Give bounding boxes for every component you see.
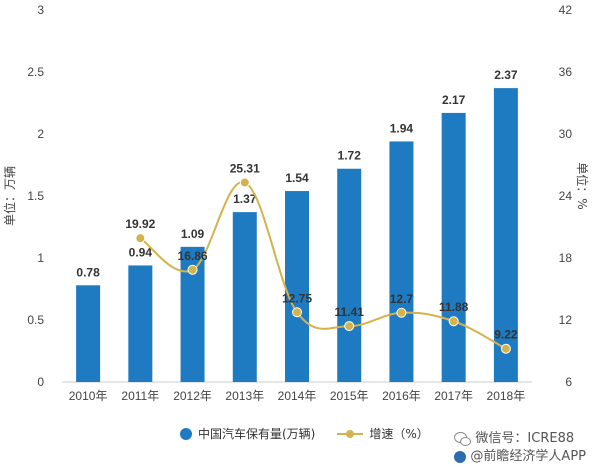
growth-point [396,307,407,318]
bar-data-label: 0.94 [129,245,153,259]
app-logo-icon [454,451,467,463]
y2-tick-label: 18 [559,251,573,265]
growth-point [292,307,302,318]
growth-point [344,321,355,332]
y2-tick-label: 24 [559,189,573,203]
bar [128,265,153,382]
legend-line-swatch [337,428,364,440]
y2-tick-label: 6 [565,375,572,389]
growth-point [448,316,459,327]
growth-data-label: 12.75 [282,291,312,305]
y-tick-label: 2.5 [27,65,44,79]
wechat-id: 微信号：ICRE88 [475,431,575,446]
y-tick-label: 0 [37,375,44,389]
bar [337,168,362,382]
bar-data-label: 1.09 [181,227,205,241]
app-row: @前瞻经济学人APP [454,448,586,466]
bar [285,191,309,382]
x-tick-label: 2010年 [69,389,108,403]
growth-data-label: 11.88 [439,300,469,314]
growth-data-label: 16.86 [178,249,208,263]
y2-axis-title: 单位：% [575,162,590,209]
growth-point [239,177,250,188]
bar-data-label: 0.78 [76,265,100,279]
growth-data-label: 19.92 [125,217,155,231]
y2-tick-label: 36 [559,65,573,79]
y-tick-label: 2 [37,127,44,141]
bar [441,112,466,383]
y2-tick-label: 42 [559,3,573,17]
growth-point [187,264,198,275]
growth-point [135,233,146,244]
legend-bar-label: 中国汽车保有量(万辆) [198,427,316,441]
bar-data-label: 2.37 [494,68,518,82]
y2-tick-label: 12 [559,313,573,327]
bar-data-label: 1.72 [338,149,362,163]
x-tick-label: 2012年 [173,389,212,403]
x-tick-label: 2014年 [278,389,317,403]
x-tick-label: 2011年 [121,389,159,403]
bar [76,285,101,382]
wechat-row: 微信号：ICRE88 [454,430,586,448]
legend-line-label: 增速（%） [369,427,429,441]
x-tick-label: 2016年 [382,389,421,403]
bar-data-label: 1.94 [390,121,414,135]
bar [493,88,518,383]
growth-data-label: 25.31 [230,161,260,175]
bar [389,141,414,382]
y2-tick-label: 30 [559,127,573,141]
legend-bar-swatch [180,427,192,440]
growth-data-label: 9.22 [494,328,518,342]
legend-item-line: 增速（%） [337,425,429,442]
y-tick-label: 3 [37,3,44,17]
y-tick-label: 1.5 [27,189,44,203]
growth-data-label: 12.7 [390,292,414,306]
legend-item-bar: 中国汽车保有量(万辆) [180,425,315,442]
chart-legend: 中国汽车保有量(万辆) 增速（%） [180,425,451,442]
source-watermark: 微信号：ICRE88 @前瞻经济学人APP [454,430,586,466]
growth-point [500,343,511,354]
app-name: @前瞻经济学人APP [470,449,586,464]
y-tick-label: 1 [37,251,44,265]
x-tick-label: 2013年 [225,389,264,403]
x-tick-label: 2017年 [434,389,473,403]
x-tick-label: 2018年 [487,389,526,403]
bar-data-label: 2.17 [442,93,466,107]
x-tick-label: 2015年 [330,389,369,403]
growth-data-label: 11.41 [335,305,365,319]
bar-data-label: 1.37 [233,192,257,206]
bar-data-label: 1.54 [285,171,309,185]
wechat-icon [454,432,472,446]
y-axis-title: 单位：万辆 [2,166,17,226]
y-tick-label: 0.5 [27,313,44,327]
bar [232,212,257,382]
